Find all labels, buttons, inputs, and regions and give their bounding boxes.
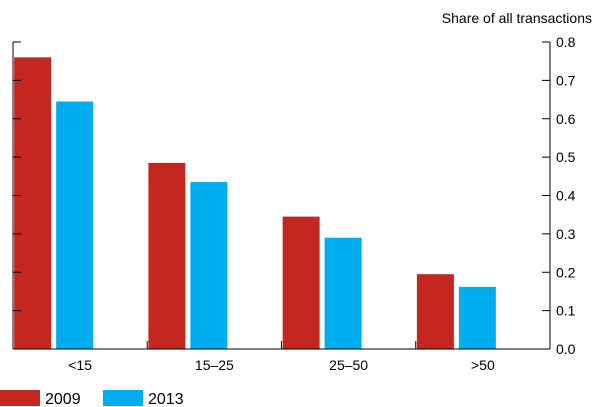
bar-2009-0 <box>14 57 52 349</box>
y-tick-label-4: 0.4 <box>556 188 576 204</box>
x-tick-label-1: 15–25 <box>195 357 234 373</box>
legend-swatch-2009 <box>0 390 40 406</box>
y-tick-label-2: 0.2 <box>556 264 576 280</box>
y-tick-label-3: 0.3 <box>556 226 576 242</box>
bar-2013-2 <box>324 237 362 349</box>
x-tick-label-2: 25–50 <box>329 357 368 373</box>
legend-swatch-2013 <box>103 390 143 406</box>
bar-2013-3 <box>458 286 496 349</box>
y-axis-label: Share of all transactions <box>442 10 592 26</box>
x-tick-label-0: <15 <box>68 357 92 373</box>
y-tick-label-7: 0.7 <box>556 72 576 88</box>
y-tick-label-1: 0.1 <box>556 303 576 319</box>
bar-2013-1 <box>190 182 228 349</box>
bar-2013-0 <box>56 101 94 349</box>
bar-2009-3 <box>416 274 454 349</box>
bar-2009-1 <box>148 162 186 349</box>
legend: 2009 2013 <box>0 390 184 407</box>
x-tick-label-3: >50 <box>471 357 495 373</box>
plot-area: 0.0 0.1 0.2 0.3 0.4 0.5 0.6 0.7 0.8 <15 15–25 25–50… <box>12 34 576 373</box>
y-tick-label-0: 0.0 <box>556 341 576 357</box>
bar-2009-2 <box>282 216 320 349</box>
y-tick-label-5: 0.5 <box>556 149 576 165</box>
y-tick-label-6: 0.6 <box>556 111 576 127</box>
legend-label-2013: 2013 <box>148 391 184 407</box>
y-tick-label-8: 0.8 <box>556 34 576 50</box>
legend-label-2009: 2009 <box>45 391 81 407</box>
